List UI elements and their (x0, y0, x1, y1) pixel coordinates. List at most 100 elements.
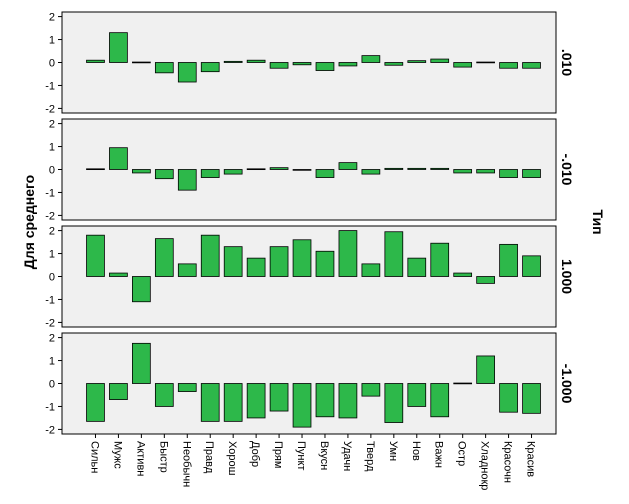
category-label: Пункт (295, 441, 307, 470)
bar-Прям (269, 62, 289, 69)
category-label: Красочн (502, 441, 514, 483)
y-tick-label: -2 (45, 317, 55, 329)
bar-Добр (246, 168, 266, 171)
bar-Умн (384, 231, 404, 277)
bar-Удачн (338, 230, 358, 277)
y-tick-label: -2 (45, 103, 55, 115)
bar-Быстр (154, 238, 174, 277)
y-tick-label: 2 (49, 119, 55, 131)
bar-Необычн (177, 62, 197, 83)
bar-Пункт (292, 239, 312, 277)
panel-label: .010 (559, 49, 575, 76)
bar-Необычн (177, 169, 197, 191)
bar-Прям (269, 383, 289, 412)
bar-Прям (269, 246, 289, 277)
bar-Хорош (223, 60, 243, 63)
category-label: Удачн (341, 441, 353, 471)
y-tick-label: 0 (49, 58, 55, 70)
category-label: Правд (203, 441, 215, 474)
bar-Нов (407, 383, 427, 407)
bar-Мужс (109, 147, 128, 170)
bar-Хорош (223, 169, 243, 175)
y-tick-label: 0 (49, 379, 55, 391)
bar-Добр (246, 383, 266, 419)
bar-Хладнокр (476, 276, 495, 284)
category-labels: Сильн Мужс Активн Быстр Необычн Правд Хорош Доб… (88, 434, 537, 490)
bar-Пункт (292, 169, 312, 171)
category-label: Добр (249, 441, 261, 467)
panels-group: -2 -1 0 1 2 .010 -2 -1 0 1 2 -.010 -2 -1 0 1 2 1.000 -2 -1 0… (45, 11, 575, 436)
category-label: Необычн (180, 441, 192, 487)
panel-2: -2 -1 0 1 2 -.010 (45, 118, 575, 222)
bar-Мужс (109, 383, 128, 400)
bar-Необычн (177, 383, 197, 392)
bar-Хладнокр (476, 61, 495, 64)
bar-Важн (430, 167, 450, 170)
category-label: Мужс (111, 441, 123, 469)
category-label: Вкусн (318, 441, 330, 470)
bar-Активн (132, 276, 151, 303)
category-label: Сильн (88, 441, 100, 473)
bar-Тверд (361, 263, 381, 277)
bar-Мужс (109, 32, 128, 63)
category-label: Хорош (226, 441, 238, 476)
category-label: Быстр (157, 441, 169, 473)
category-label: Нов (410, 441, 422, 461)
bar-Остр (453, 272, 473, 277)
bar-Хорош (223, 246, 243, 277)
bar-Хорош (223, 383, 243, 422)
bar-Тверд (361, 383, 381, 397)
panel-label: -.010 (559, 154, 575, 186)
bar-Правд (200, 169, 220, 178)
y-tick-label: -1 (45, 294, 55, 306)
bar-Красочн (499, 383, 518, 413)
bar-Нов (407, 257, 427, 277)
category-label: Тверд (364, 441, 376, 472)
bar-Добр (246, 257, 266, 277)
bar-Удачн (338, 62, 358, 67)
bar-Быстр (154, 383, 174, 407)
bar-Прям (269, 167, 289, 170)
bar-Умн (384, 62, 404, 66)
bar-Вкусн (315, 250, 335, 277)
bar-Нов (407, 167, 427, 170)
bar-Добр (246, 59, 266, 63)
panel-label: -1.000 (559, 364, 575, 404)
bar-Вкусн (315, 169, 335, 178)
y-tick-label: 2 (49, 12, 55, 24)
bar-Остр (453, 382, 473, 385)
y-tick-label: 0 (49, 272, 55, 284)
bar-Красочн (499, 62, 518, 69)
bar-Быстр (154, 169, 174, 180)
category-label: Важн (433, 441, 445, 468)
bar-Красочн (499, 243, 518, 277)
bar-Правд (200, 62, 220, 73)
y-tick-label: 1 (49, 35, 55, 47)
category-label: Прям (272, 441, 284, 468)
bar-Остр (453, 169, 473, 174)
bar-Остр (453, 62, 473, 68)
bar-Тверд (361, 169, 381, 175)
panel-4: -2 -1 0 1 2 -1.000 (45, 332, 575, 436)
y-tick-label: 1 (49, 142, 55, 154)
bar-Правд (200, 234, 220, 277)
bar-Необычн (177, 263, 197, 277)
category-label: Красив (525, 441, 537, 477)
bar-Красив (522, 62, 541, 69)
y-tick-label: 1 (49, 356, 55, 368)
bar-Удачн (338, 383, 358, 419)
bar-Сильн (86, 383, 105, 422)
bar-Хладнокр (476, 169, 495, 174)
bar-Важн (430, 383, 450, 418)
bar-Умн (384, 167, 404, 170)
bar-Красив (522, 255, 541, 277)
bar-Красив (522, 169, 541, 178)
y-tick-label: -2 (45, 210, 55, 222)
y-tick-label: -2 (45, 424, 55, 436)
bar-Сильн (86, 234, 105, 277)
bar-Пункт (292, 383, 312, 428)
panel-3: -2 -1 0 1 2 1.000 (45, 225, 575, 329)
bar-Сильн (86, 168, 105, 171)
bar-Вкусн (315, 62, 335, 71)
y-tick-label: 1 (49, 249, 55, 261)
